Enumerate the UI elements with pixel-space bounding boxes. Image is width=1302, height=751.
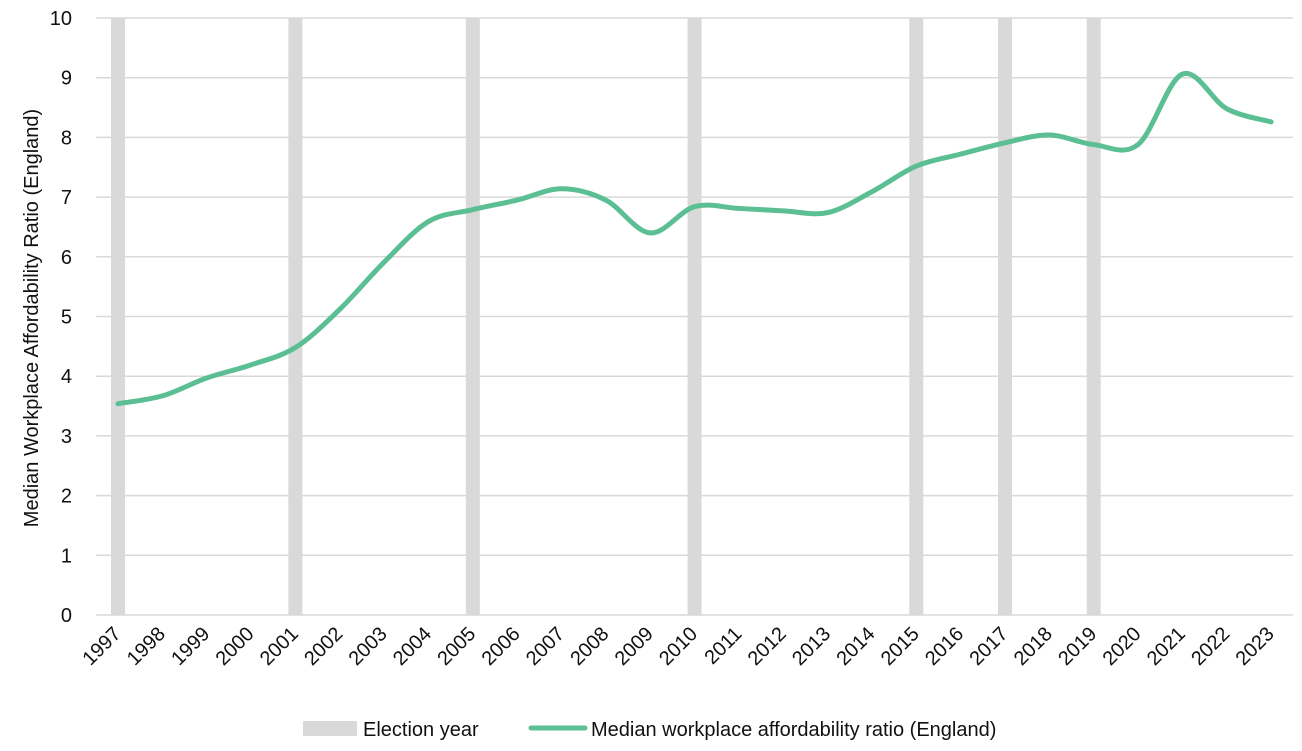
y-tick-label: 7 xyxy=(61,187,72,209)
x-tick-labels: 1997199819992000200120022003200420052006… xyxy=(79,623,1279,670)
x-tick-label: 2004 xyxy=(389,623,436,670)
x-tick-label: 2017 xyxy=(966,623,1013,670)
series-line-0 xyxy=(115,70,1274,407)
x-tick-label: 2013 xyxy=(788,623,835,670)
x-tick-label: 2016 xyxy=(921,623,968,670)
x-tick-label: 2023 xyxy=(1232,623,1279,670)
y-tick-label: 8 xyxy=(61,127,72,149)
x-tick-label: 2022 xyxy=(1187,623,1234,670)
x-tick-label: 2000 xyxy=(212,623,259,670)
y-axis-title: Median Workplace Affordability Ratio (En… xyxy=(21,109,43,527)
legend-series-label: Median workplace affordability ratio (En… xyxy=(591,719,996,741)
y-tick-label: 4 xyxy=(61,366,72,388)
x-tick-label: 2021 xyxy=(1143,623,1190,670)
y-tick-label: 0 xyxy=(61,605,72,627)
x-tick-label: 2003 xyxy=(345,623,392,670)
legend-election-label: Election year xyxy=(363,719,479,741)
gridlines xyxy=(96,17,1293,616)
y-tick-label: 5 xyxy=(61,307,72,329)
x-tick-label: 2010 xyxy=(655,623,702,670)
x-tick-label: 2005 xyxy=(433,623,480,670)
x-tick-label: 2018 xyxy=(1010,623,1057,670)
y-tick-label: 6 xyxy=(61,247,72,269)
y-tick-label: 10 xyxy=(50,8,72,30)
x-tick-label: 2012 xyxy=(744,623,791,670)
series-line-layer xyxy=(115,70,1274,407)
x-tick-label: 2002 xyxy=(300,623,347,670)
y-tick-labels: 0 1 2 3 4 5 6 7 8 9 10 xyxy=(50,8,72,627)
x-tick-label: 2020 xyxy=(1099,623,1146,670)
y-tick-label: 1 xyxy=(61,545,72,567)
x-tick-label: 2014 xyxy=(832,623,879,670)
x-tick-label: 2011 xyxy=(700,623,746,669)
legend: Election year Median workplace affordabi… xyxy=(303,719,996,741)
x-tick-label: 2019 xyxy=(1054,623,1101,670)
x-tick-label: 1998 xyxy=(123,623,170,670)
x-tick-label: 2006 xyxy=(478,623,525,670)
x-tick-label: 2008 xyxy=(566,623,613,670)
y-tick-label: 9 xyxy=(61,68,72,90)
x-tick-label: 2001 xyxy=(256,623,303,670)
x-tick-label: 2007 xyxy=(522,623,569,670)
x-tick-label: 2009 xyxy=(611,623,658,670)
legend-election-swatch xyxy=(303,721,357,736)
x-tick-label: 1997 xyxy=(79,623,126,670)
y-tick-label: 2 xyxy=(61,486,72,508)
x-tick-label: 2015 xyxy=(877,623,924,670)
y-tick-label: 3 xyxy=(61,426,72,448)
x-tick-label: 1999 xyxy=(167,623,214,670)
